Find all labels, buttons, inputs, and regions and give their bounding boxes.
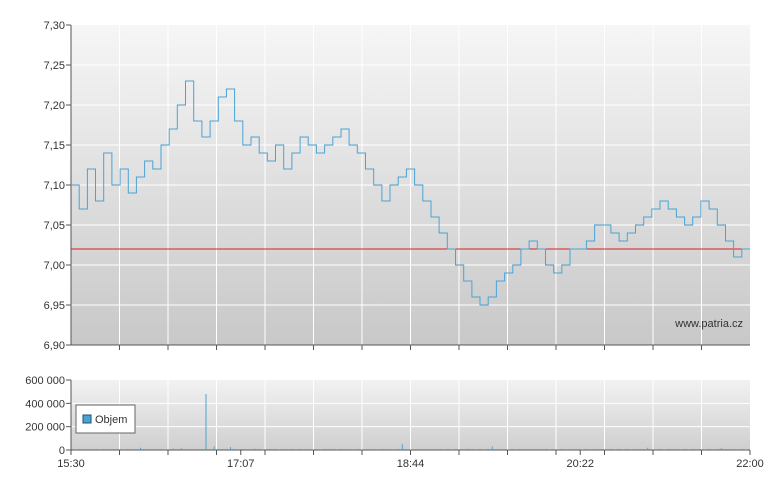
legend-label: Objem [95,414,127,426]
x-tick-label: 18:44 [397,458,425,470]
x-tick-label: 22:00 [736,458,764,470]
volume-y-tick-label: 0 [59,445,65,457]
volume-y-tick-label: 600 000 [25,375,65,387]
volume-bars [74,394,747,450]
x-tick-label: 17:07 [227,458,255,470]
volume-y-axis: 0 200 000 400 000 600 000 [25,375,750,457]
x-tick-label: 15:30 [57,458,85,470]
price-y-tick-label: 7,20 [44,100,65,112]
price-grid [71,25,750,350]
legend-swatch [82,414,92,424]
price-y-tick-label: 7,15 [44,140,65,152]
x-tick-label: 20:22 [566,458,594,470]
price-y-tick-label: 6,90 [44,340,65,352]
price-y-tick-label: 7,25 [44,60,65,72]
price-series-line [71,80,750,306]
watermark: www.patria.cz [674,318,743,330]
time-x-axis: 15:30 17:07 18:44 20:22 22:00 [57,450,764,470]
price-y-tick-label: 6,95 [44,300,65,312]
volume-legend: Objem [75,404,136,434]
volume-y-tick-label: 400 000 [25,398,65,410]
volume-grid [71,380,750,455]
price-y-tick-label: 7,30 [44,20,65,32]
price-y-tick-label: 7,00 [44,260,65,272]
price-y-tick-label: 7,05 [44,220,65,232]
price-y-tick-label: 7,10 [44,180,65,192]
volume-y-tick-label: 200 000 [25,422,65,434]
